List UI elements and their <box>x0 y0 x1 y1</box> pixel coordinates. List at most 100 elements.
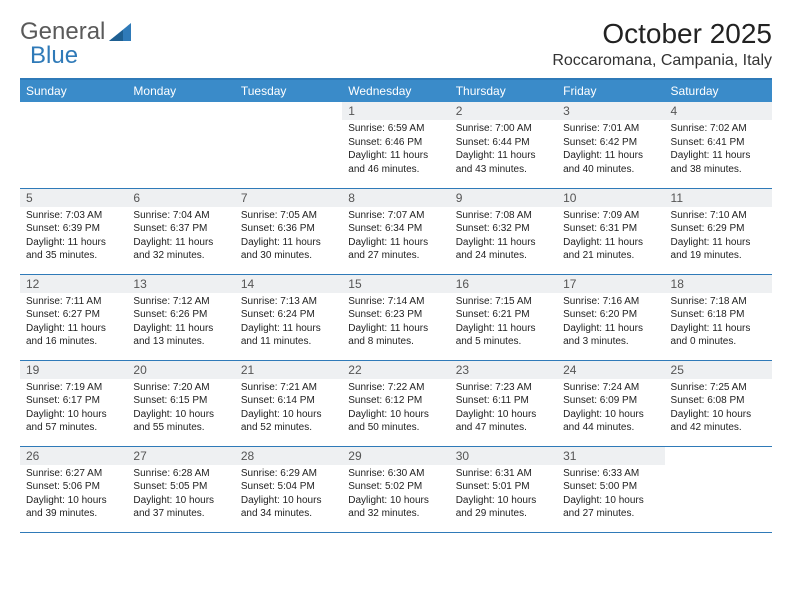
sunset-text: Sunset: 6:24 PM <box>241 308 336 322</box>
sunset-text: Sunset: 6:32 PM <box>456 222 551 236</box>
calendar-cell: 20Sunrise: 7:20 AMSunset: 6:15 PMDayligh… <box>127 360 234 446</box>
day-details: Sunrise: 7:24 AMSunset: 6:09 PMDaylight:… <box>557 379 664 439</box>
day-number: 30 <box>450 447 557 465</box>
sunrise-text: Sunrise: 7:10 AM <box>671 209 766 223</box>
calendar-cell: 30Sunrise: 6:31 AMSunset: 5:01 PMDayligh… <box>450 446 557 532</box>
calendar-row: 12Sunrise: 7:11 AMSunset: 6:27 PMDayligh… <box>20 274 772 360</box>
daylight-text: Daylight: 11 hours and 46 minutes. <box>348 149 443 176</box>
location-text: Roccaromana, Campania, Italy <box>552 52 772 70</box>
day-details: Sunrise: 7:16 AMSunset: 6:20 PMDaylight:… <box>557 293 664 353</box>
calendar-cell: 12Sunrise: 7:11 AMSunset: 6:27 PMDayligh… <box>20 274 127 360</box>
daylight-text: Daylight: 10 hours and 27 minutes. <box>563 494 658 521</box>
sunset-text: Sunset: 6:34 PM <box>348 222 443 236</box>
daylight-text: Daylight: 10 hours and 52 minutes. <box>241 408 336 435</box>
day-details: Sunrise: 6:27 AMSunset: 5:06 PMDaylight:… <box>20 465 127 525</box>
sunset-text: Sunset: 6:41 PM <box>671 136 766 150</box>
day-details: Sunrise: 7:22 AMSunset: 6:12 PMDaylight:… <box>342 379 449 439</box>
sunset-text: Sunset: 5:01 PM <box>456 480 551 494</box>
calendar-cell: 21Sunrise: 7:21 AMSunset: 6:14 PMDayligh… <box>235 360 342 446</box>
daylight-text: Daylight: 11 hours and 35 minutes. <box>26 236 121 263</box>
sunrise-text: Sunrise: 7:13 AM <box>241 295 336 309</box>
day-details: Sunrise: 6:59 AMSunset: 6:46 PMDaylight:… <box>342 120 449 180</box>
day-details: Sunrise: 7:10 AMSunset: 6:29 PMDaylight:… <box>665 207 772 267</box>
day-number: 16 <box>450 275 557 293</box>
day-number: 27 <box>127 447 234 465</box>
daylight-text: Daylight: 11 hours and 43 minutes. <box>456 149 551 176</box>
sunset-text: Sunset: 6:36 PM <box>241 222 336 236</box>
calendar-cell: 3Sunrise: 7:01 AMSunset: 6:42 PMDaylight… <box>557 102 664 188</box>
sunset-text: Sunset: 6:15 PM <box>133 394 228 408</box>
sunset-text: Sunset: 6:23 PM <box>348 308 443 322</box>
day-details: Sunrise: 7:14 AMSunset: 6:23 PMDaylight:… <box>342 293 449 353</box>
day-number: 21 <box>235 361 342 379</box>
day-number: 17 <box>557 275 664 293</box>
calendar-row: 5Sunrise: 7:03 AMSunset: 6:39 PMDaylight… <box>20 188 772 274</box>
sunset-text: Sunset: 6:37 PM <box>133 222 228 236</box>
sunrise-text: Sunrise: 6:28 AM <box>133 467 228 481</box>
day-details: Sunrise: 7:23 AMSunset: 6:11 PMDaylight:… <box>450 379 557 439</box>
sunset-text: Sunset: 6:26 PM <box>133 308 228 322</box>
sunset-text: Sunset: 5:02 PM <box>348 480 443 494</box>
day-header: Sunday <box>20 79 127 102</box>
sunset-text: Sunset: 6:20 PM <box>563 308 658 322</box>
day-header: Friday <box>557 79 664 102</box>
calendar-cell: 31Sunrise: 6:33 AMSunset: 5:00 PMDayligh… <box>557 446 664 532</box>
daylight-text: Daylight: 11 hours and 16 minutes. <box>26 322 121 349</box>
daylight-text: Daylight: 11 hours and 30 minutes. <box>241 236 336 263</box>
title-block: October 2025 Roccaromana, Campania, Ital… <box>552 18 772 70</box>
calendar-cell <box>665 446 772 532</box>
sunset-text: Sunset: 6:17 PM <box>26 394 121 408</box>
sunrise-text: Sunrise: 7:14 AM <box>348 295 443 309</box>
sunrise-text: Sunrise: 7:19 AM <box>26 381 121 395</box>
daylight-text: Daylight: 11 hours and 8 minutes. <box>348 322 443 349</box>
calendar-cell: 28Sunrise: 6:29 AMSunset: 5:04 PMDayligh… <box>235 446 342 532</box>
calendar-cell: 15Sunrise: 7:14 AMSunset: 6:23 PMDayligh… <box>342 274 449 360</box>
sunset-text: Sunset: 5:04 PM <box>241 480 336 494</box>
sunset-text: Sunset: 5:06 PM <box>26 480 121 494</box>
daylight-text: Daylight: 10 hours and 42 minutes. <box>671 408 766 435</box>
day-number: 18 <box>665 275 772 293</box>
sunrise-text: Sunrise: 6:59 AM <box>348 122 443 136</box>
day-details: Sunrise: 7:01 AMSunset: 6:42 PMDaylight:… <box>557 120 664 180</box>
calendar-cell: 7Sunrise: 7:05 AMSunset: 6:36 PMDaylight… <box>235 188 342 274</box>
day-details: Sunrise: 7:21 AMSunset: 6:14 PMDaylight:… <box>235 379 342 439</box>
sunset-text: Sunset: 6:21 PM <box>456 308 551 322</box>
day-number: 26 <box>20 447 127 465</box>
day-details: Sunrise: 7:09 AMSunset: 6:31 PMDaylight:… <box>557 207 664 267</box>
day-number: 22 <box>342 361 449 379</box>
sunset-text: Sunset: 6:27 PM <box>26 308 121 322</box>
day-number: 14 <box>235 275 342 293</box>
daylight-text: Daylight: 11 hours and 19 minutes. <box>671 236 766 263</box>
sunset-text: Sunset: 6:12 PM <box>348 394 443 408</box>
day-details: Sunrise: 7:12 AMSunset: 6:26 PMDaylight:… <box>127 293 234 353</box>
calendar-cell: 14Sunrise: 7:13 AMSunset: 6:24 PMDayligh… <box>235 274 342 360</box>
sunrise-text: Sunrise: 7:18 AM <box>671 295 766 309</box>
day-details: Sunrise: 7:07 AMSunset: 6:34 PMDaylight:… <box>342 207 449 267</box>
calendar-cell: 19Sunrise: 7:19 AMSunset: 6:17 PMDayligh… <box>20 360 127 446</box>
day-number: 28 <box>235 447 342 465</box>
daylight-text: Daylight: 10 hours and 32 minutes. <box>348 494 443 521</box>
sunset-text: Sunset: 5:05 PM <box>133 480 228 494</box>
sunrise-text: Sunrise: 6:27 AM <box>26 467 121 481</box>
header: General October 2025 Roccaromana, Campan… <box>20 18 772 70</box>
day-details: Sunrise: 6:30 AMSunset: 5:02 PMDaylight:… <box>342 465 449 525</box>
sunrise-text: Sunrise: 6:33 AM <box>563 467 658 481</box>
day-header: Tuesday <box>235 79 342 102</box>
sunrise-text: Sunrise: 7:09 AM <box>563 209 658 223</box>
calendar-cell: 1Sunrise: 6:59 AMSunset: 6:46 PMDaylight… <box>342 102 449 188</box>
calendar-cell: 29Sunrise: 6:30 AMSunset: 5:02 PMDayligh… <box>342 446 449 532</box>
day-number: 3 <box>557 102 664 120</box>
day-number: 20 <box>127 361 234 379</box>
calendar-cell: 11Sunrise: 7:10 AMSunset: 6:29 PMDayligh… <box>665 188 772 274</box>
sunrise-text: Sunrise: 7:24 AM <box>563 381 658 395</box>
day-details: Sunrise: 7:15 AMSunset: 6:21 PMDaylight:… <box>450 293 557 353</box>
day-details: Sunrise: 7:11 AMSunset: 6:27 PMDaylight:… <box>20 293 127 353</box>
day-header-row: Sunday Monday Tuesday Wednesday Thursday… <box>20 79 772 102</box>
sunrise-text: Sunrise: 7:12 AM <box>133 295 228 309</box>
daylight-text: Daylight: 11 hours and 21 minutes. <box>563 236 658 263</box>
daylight-text: Daylight: 10 hours and 47 minutes. <box>456 408 551 435</box>
day-details: Sunrise: 7:05 AMSunset: 6:36 PMDaylight:… <box>235 207 342 267</box>
sunset-text: Sunset: 6:29 PM <box>671 222 766 236</box>
day-details: Sunrise: 7:04 AMSunset: 6:37 PMDaylight:… <box>127 207 234 267</box>
sunset-text: Sunset: 6:46 PM <box>348 136 443 150</box>
